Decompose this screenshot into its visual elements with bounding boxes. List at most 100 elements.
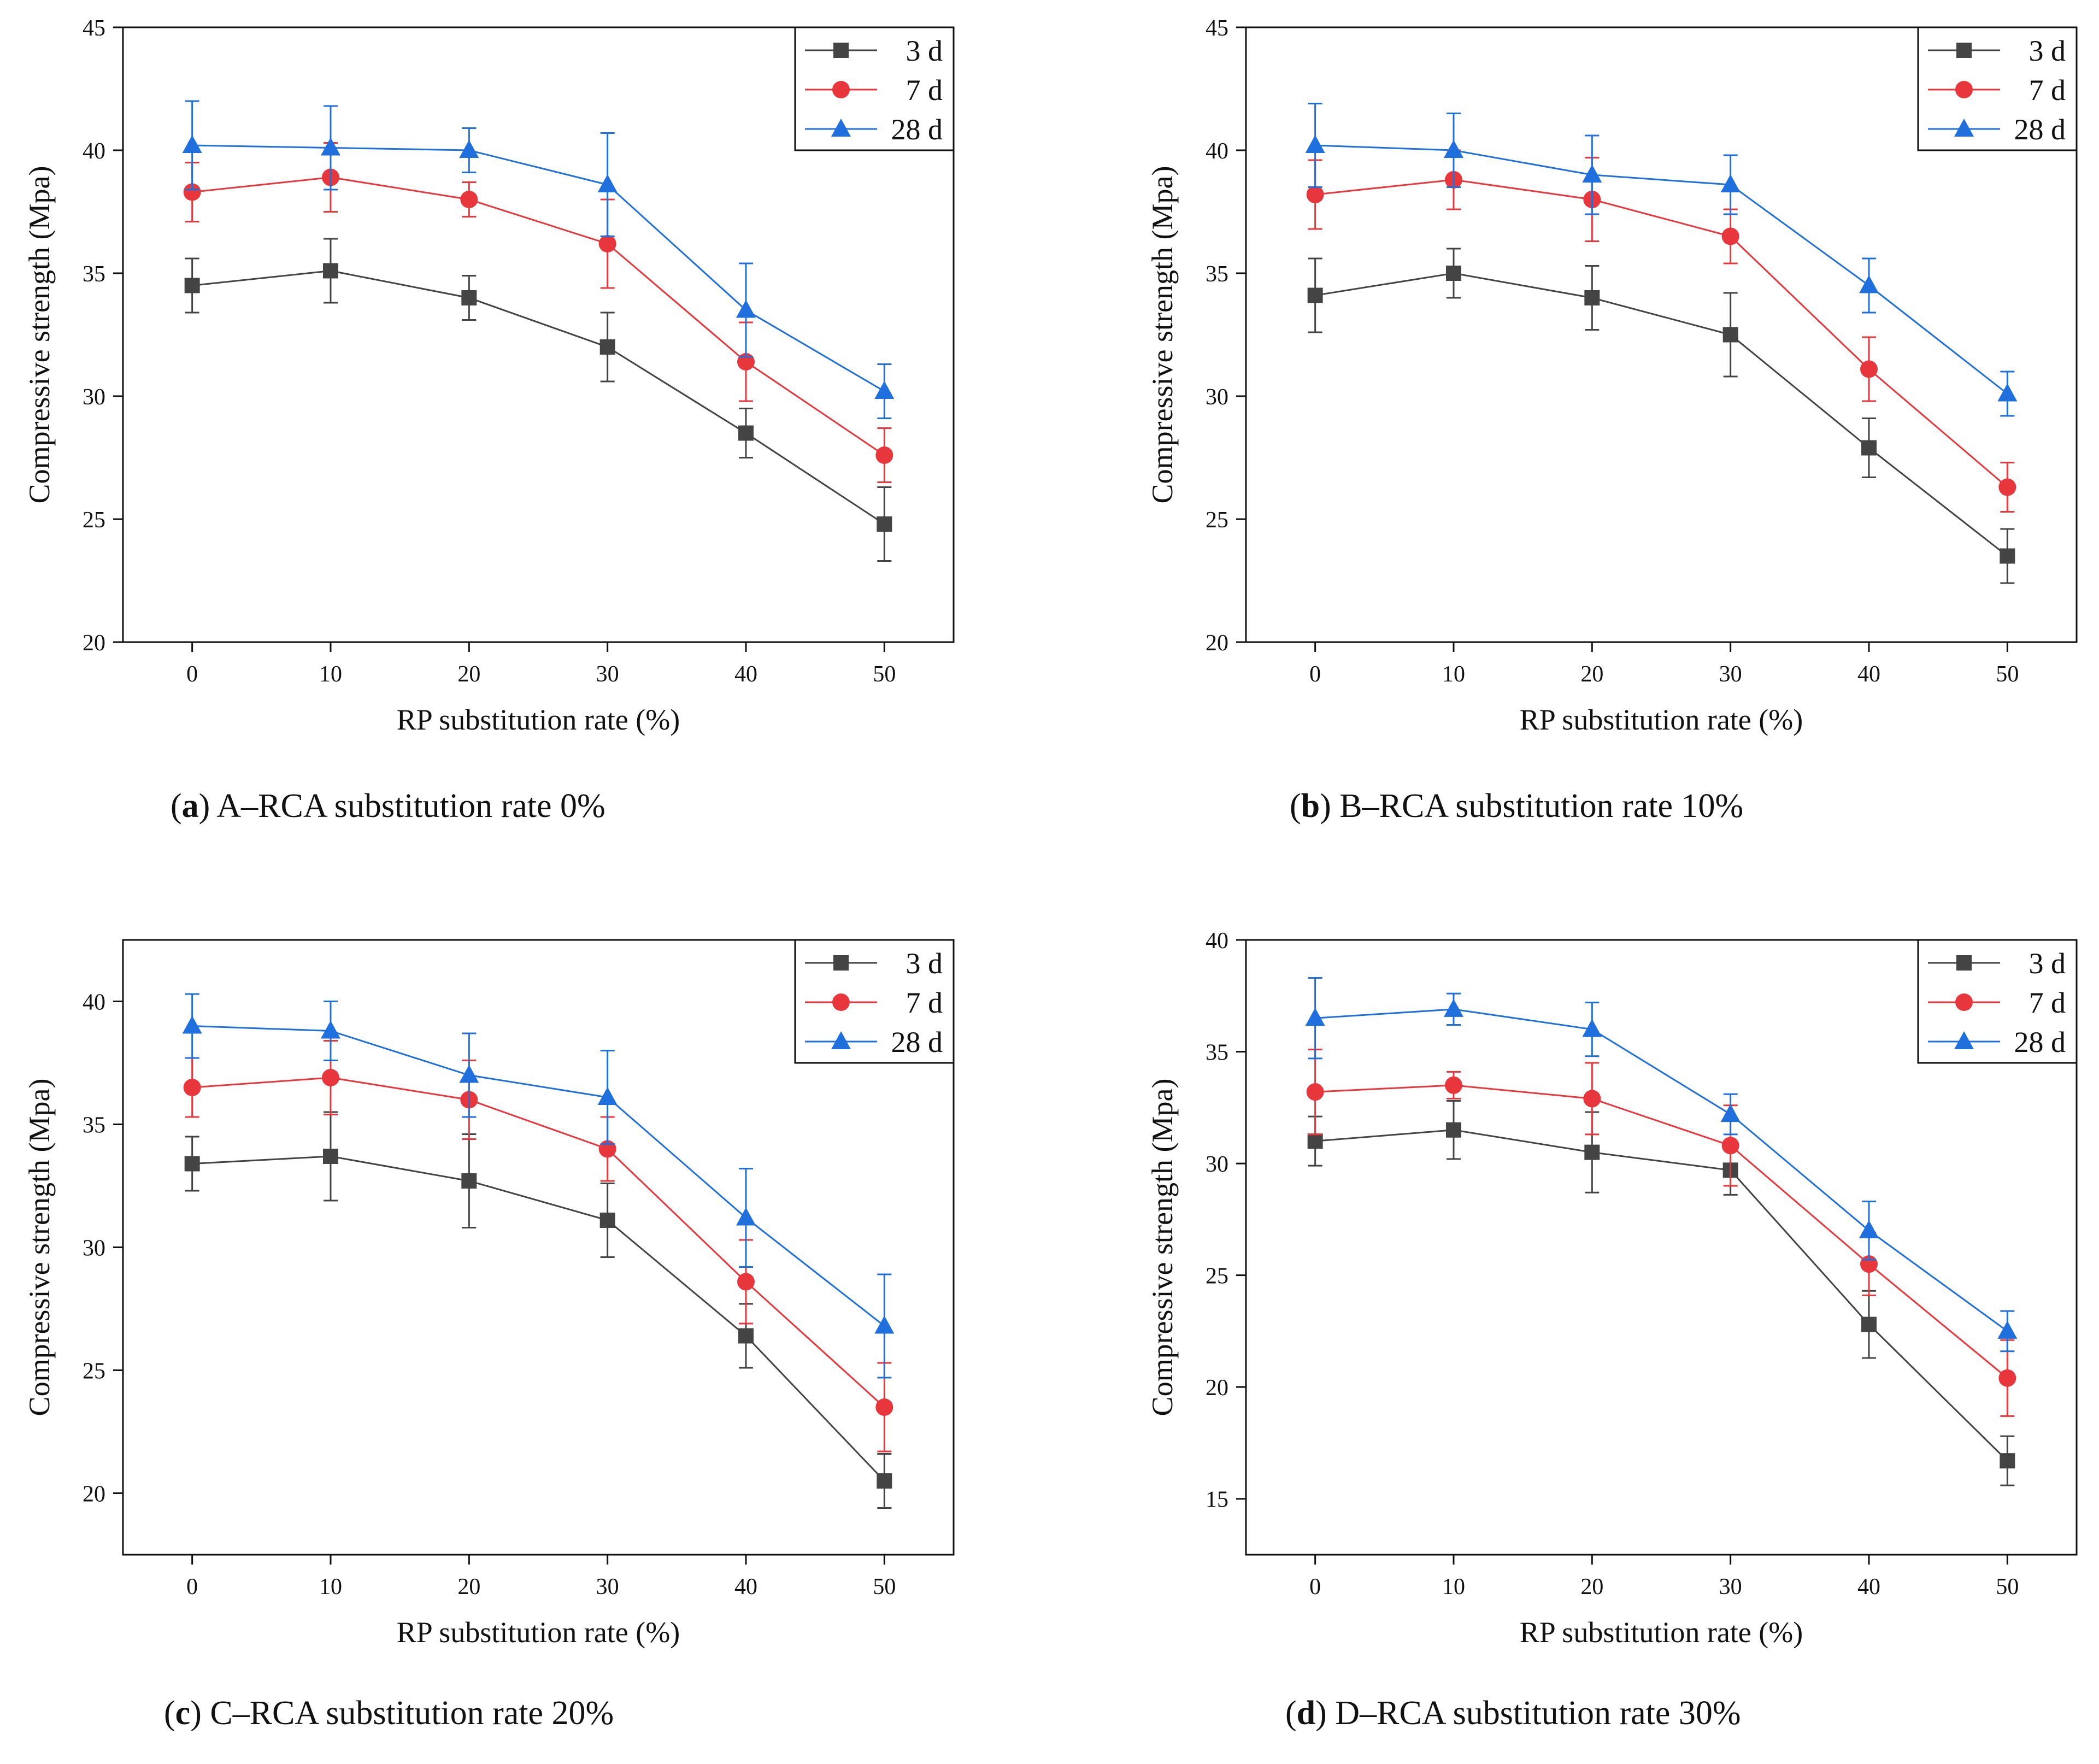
data-point <box>459 1065 479 1083</box>
x-tick-label: 10 <box>1442 662 1465 687</box>
legend-label: 7 d <box>2029 986 2066 1019</box>
series-line <box>1315 272 2008 557</box>
x-tick-label: 50 <box>1996 662 2019 687</box>
caption-letter: c <box>175 1695 191 1732</box>
y-tick-label: 35 <box>83 262 105 287</box>
data-point <box>1307 287 1323 303</box>
plot-frame <box>1245 26 2078 643</box>
data-point <box>877 516 892 532</box>
y-tick-label: 20 <box>83 631 105 656</box>
legend-label: 28 d <box>891 1026 943 1059</box>
caption-letter: d <box>1296 1695 1316 1732</box>
data-point <box>597 1087 618 1105</box>
data-point <box>1860 360 1878 378</box>
caption-text: C–RCA substitution rate 20% <box>201 1695 614 1732</box>
data-point <box>597 174 618 192</box>
data-point <box>736 299 756 318</box>
series-28d <box>182 100 895 419</box>
legend-label: 3 d <box>906 947 943 980</box>
data-point <box>1306 186 1324 203</box>
legend-label: 3 d <box>906 34 943 67</box>
data-point <box>877 1473 892 1489</box>
x-tick-label: 20 <box>1580 662 1603 687</box>
legend-marker <box>832 81 850 98</box>
caption-text: A–RCA substitution rate 0% <box>210 787 605 825</box>
data-point <box>321 137 340 156</box>
legend-marker <box>1955 81 1973 98</box>
data-point <box>874 381 895 399</box>
data-point <box>184 278 200 293</box>
y-tick-label: 40 <box>1206 139 1228 164</box>
data-point <box>323 1149 338 1164</box>
x-tick-label: 20 <box>457 1574 480 1600</box>
x-tick-label: 50 <box>873 1574 896 1600</box>
legend-label: 7 d <box>906 74 943 107</box>
y-tick-label: 35 <box>83 1113 105 1138</box>
x-axis-title: RP substitution rate (%) <box>397 703 680 736</box>
data-point <box>599 339 615 355</box>
plot-frame <box>1245 939 2078 1556</box>
y-axis-title: Compressive strength (Mpa) <box>1146 166 1179 504</box>
series-3d <box>1307 248 2015 584</box>
series-line <box>1315 1008 2008 1332</box>
series-7d <box>1306 149 2016 513</box>
data-point <box>598 235 616 252</box>
data-point <box>459 140 479 158</box>
x-tick-label: 10 <box>319 1574 342 1600</box>
data-point <box>1722 327 1738 343</box>
y-tick-label: 45 <box>1206 16 1228 41</box>
data-point <box>1861 1316 1877 1332</box>
y-axis-title: Compressive strength (Mpa) <box>23 1079 56 1416</box>
data-point <box>2000 548 2015 564</box>
data-point <box>1859 275 1879 293</box>
y-tick-label: 35 <box>1206 1040 1228 1066</box>
x-tick-label: 40 <box>734 1574 757 1600</box>
x-tick-label: 50 <box>1996 1574 2019 1600</box>
data-point <box>875 446 893 464</box>
y-tick-label: 25 <box>83 1359 105 1384</box>
x-tick-label: 40 <box>734 662 757 687</box>
y-tick-label: 40 <box>1206 928 1228 954</box>
data-point <box>1998 478 2016 496</box>
caption-panel-d: (d) D–RCA substitution rate 30% <box>1285 1695 1741 1732</box>
series-line <box>192 1155 885 1482</box>
y-tick-label: 40 <box>83 990 105 1015</box>
data-point <box>183 183 201 201</box>
x-axis-title: RP substitution rate (%) <box>1520 1616 1803 1649</box>
legend-label: 28 d <box>891 113 943 146</box>
data-point <box>1721 1137 1739 1155</box>
y-tick-label: 30 <box>1206 1152 1228 1177</box>
plot-frame <box>122 26 955 643</box>
legend-marker <box>1956 43 1972 58</box>
chart-panel-d: 0 10 20 30 40 50 15 20 25 30 35 40 RP substitution r… <box>1146 928 2078 1649</box>
series-3d <box>1307 1100 2015 1486</box>
data-point <box>1444 998 1463 1017</box>
y-tick-label: 25 <box>1206 1264 1228 1289</box>
x-tick-label: 10 <box>319 662 342 687</box>
y-tick-label: 35 <box>1206 262 1228 287</box>
y-tick-label: 30 <box>1206 385 1228 410</box>
series-line <box>192 269 885 525</box>
data-point <box>184 1156 200 1172</box>
data-point <box>1720 1104 1741 1122</box>
series-28d <box>1305 103 2018 417</box>
series-line <box>192 144 885 392</box>
x-tick-label: 20 <box>1580 1574 1603 1600</box>
data-point <box>1997 383 2018 402</box>
data-point <box>874 1315 895 1334</box>
legend: 3 d 7 d 28 d <box>1917 939 2078 1064</box>
x-tick-label: 0 <box>1309 1574 1321 1600</box>
legend-marker <box>1955 993 1973 1011</box>
legend-label: 7 d <box>2029 74 2066 107</box>
series-3d <box>184 1111 892 1509</box>
x-tick-label: 40 <box>1857 662 1880 687</box>
legend-marker <box>1956 955 1972 971</box>
data-point <box>460 191 478 208</box>
legend-marker <box>832 993 850 1011</box>
y-tick-label: 25 <box>83 508 105 533</box>
caption-panel-a: (a) A–RCA substitution rate 0% <box>170 787 605 825</box>
y-tick-label: 25 <box>1206 508 1228 533</box>
data-point <box>1446 1122 1461 1138</box>
series-7d <box>183 1040 893 1453</box>
